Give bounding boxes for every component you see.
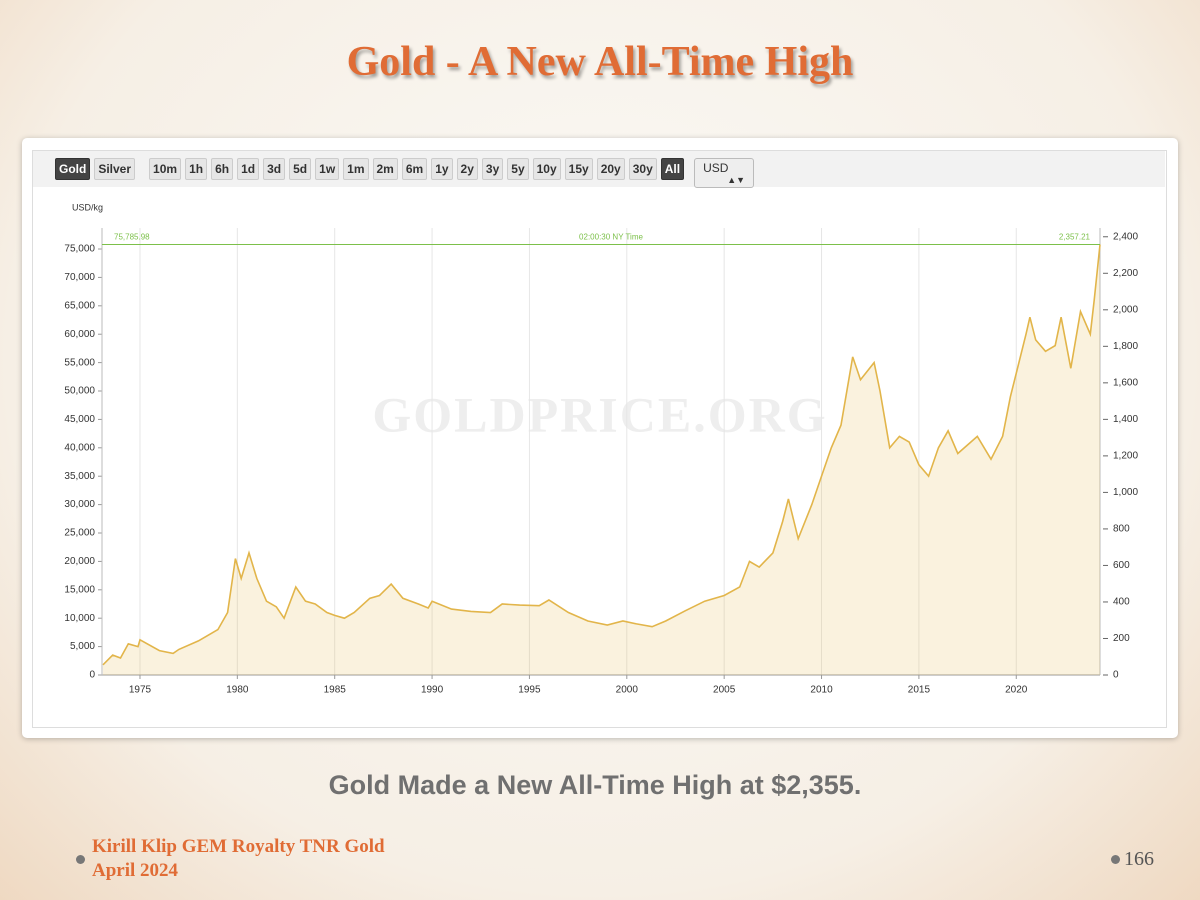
y2-tick-label: 200: [1113, 633, 1130, 644]
y2-tick-label: 2,200: [1113, 268, 1138, 279]
button[interactable]: All: [660, 158, 685, 180]
button[interactable]: 30y: [628, 158, 657, 180]
y2-tick-label: 1,200: [1113, 451, 1138, 462]
x-tick-label: 2005: [713, 685, 736, 696]
button[interactable]: 1y: [431, 158, 453, 180]
button[interactable]: 1m: [343, 158, 369, 180]
button[interactable]: 6h: [211, 158, 234, 180]
y-tick-label: 65,000: [64, 300, 95, 311]
time-label: 02:00:30 NY Time: [579, 233, 643, 242]
y2-tick-label: 1,000: [1113, 487, 1138, 498]
x-tick-label: 1990: [421, 685, 444, 696]
button[interactable]: Silver: [94, 158, 136, 180]
y2-tick-label: 0: [1113, 670, 1119, 681]
x-tick-label: 2000: [616, 685, 639, 696]
y2-tick-label: 1,800: [1113, 341, 1138, 352]
y-tick-label: 10,000: [64, 613, 95, 624]
y2-tick-label: 800: [1113, 524, 1130, 535]
y2-tick-label: 2,400: [1113, 231, 1138, 242]
button[interactable]: 15y: [564, 158, 593, 180]
currency-label: USD: [703, 161, 729, 175]
price-line: [102, 244, 1101, 666]
y-tick-label: 70,000: [64, 272, 95, 283]
button[interactable]: 3d: [263, 158, 286, 180]
y2-tick-label: 400: [1113, 597, 1130, 608]
slide-title: Gold - A New All-Time High: [346, 39, 854, 85]
y-axis-label: USD/kg: [72, 202, 103, 212]
y-tick-label: 30,000: [64, 499, 95, 510]
y-tick-label: 5,000: [70, 641, 95, 652]
button[interactable]: 5d: [289, 158, 312, 180]
y-tick-label: 75,000: [64, 244, 95, 255]
bullet: [76, 855, 85, 864]
y2-tick-label: 2,000: [1113, 304, 1138, 315]
button[interactable]: 20y: [596, 158, 625, 180]
button[interactable]: 3y: [481, 158, 504, 180]
button[interactable]: 10y: [532, 158, 561, 180]
button[interactable]: 5y: [507, 158, 529, 180]
x-tick-label: 1980: [226, 685, 249, 696]
caret: ▲▼: [727, 175, 746, 185]
button[interactable]: 2m: [372, 158, 398, 180]
footer: Kirill Klip GEM Royalty TNR Gold April 20…: [92, 835, 385, 883]
watermark: GOLDPRICE.ORG: [372, 386, 827, 442]
y-tick-label: 50,000: [64, 386, 95, 397]
y2-tick-label: 1,400: [1113, 414, 1138, 425]
y-tick-label: 20,000: [64, 556, 95, 567]
page-number: 166: [1124, 848, 1154, 870]
chart-frame: [32, 150, 1167, 728]
x-tick-label: 2015: [908, 685, 931, 696]
reference-label-right: 2,357.21: [1059, 233, 1091, 242]
button[interactable]: 10m: [149, 158, 182, 180]
y-tick-label: 45,000: [64, 414, 95, 425]
y-tick-label: 0: [89, 670, 95, 681]
button[interactable]: 2y: [456, 158, 478, 180]
x-tick-label: 1975: [129, 685, 152, 696]
footer-line: Kirill Klip GEM Royalty TNR Gold: [92, 836, 385, 857]
y-tick-label: 25,000: [64, 528, 95, 539]
y2-tick-label: 600: [1113, 560, 1130, 571]
y-tick-label: 15,000: [64, 584, 95, 595]
button-group: Gold Silver 10m 1h 6h 1d 3d 5d 1w 1m 2m 6m 1y 2y 3y 5y 1…: [55, 158, 755, 188]
x-tick-label: 1995: [518, 685, 541, 696]
y2-tick-label: 1,600: [1113, 377, 1138, 388]
caption: Gold Made a New All-Time High at $2,355.: [328, 770, 862, 800]
footer-line: April 2024: [92, 860, 179, 881]
area-fill: [102, 244, 1101, 675]
currency-select[interactable]: USD ▲▼: [694, 158, 755, 188]
x-tick-label: 2010: [810, 685, 833, 696]
button[interactable]: 1h: [185, 158, 208, 180]
x-tick-label: 1985: [324, 685, 347, 696]
button[interactable]: 1d: [237, 158, 260, 180]
button[interactable]: Gold: [55, 158, 91, 180]
y-tick-label: 60,000: [64, 329, 95, 340]
button[interactable]: 6m: [401, 158, 428, 180]
button[interactable]: 1w: [315, 158, 340, 180]
y-tick-label: 55,000: [64, 357, 95, 368]
x-tick-label: 2020: [1005, 685, 1028, 696]
y-tick-label: 35,000: [64, 471, 95, 482]
y-tick-label: 40,000: [64, 442, 95, 453]
reference-label: 75,785.98: [114, 233, 150, 242]
bullet: [1111, 855, 1120, 864]
